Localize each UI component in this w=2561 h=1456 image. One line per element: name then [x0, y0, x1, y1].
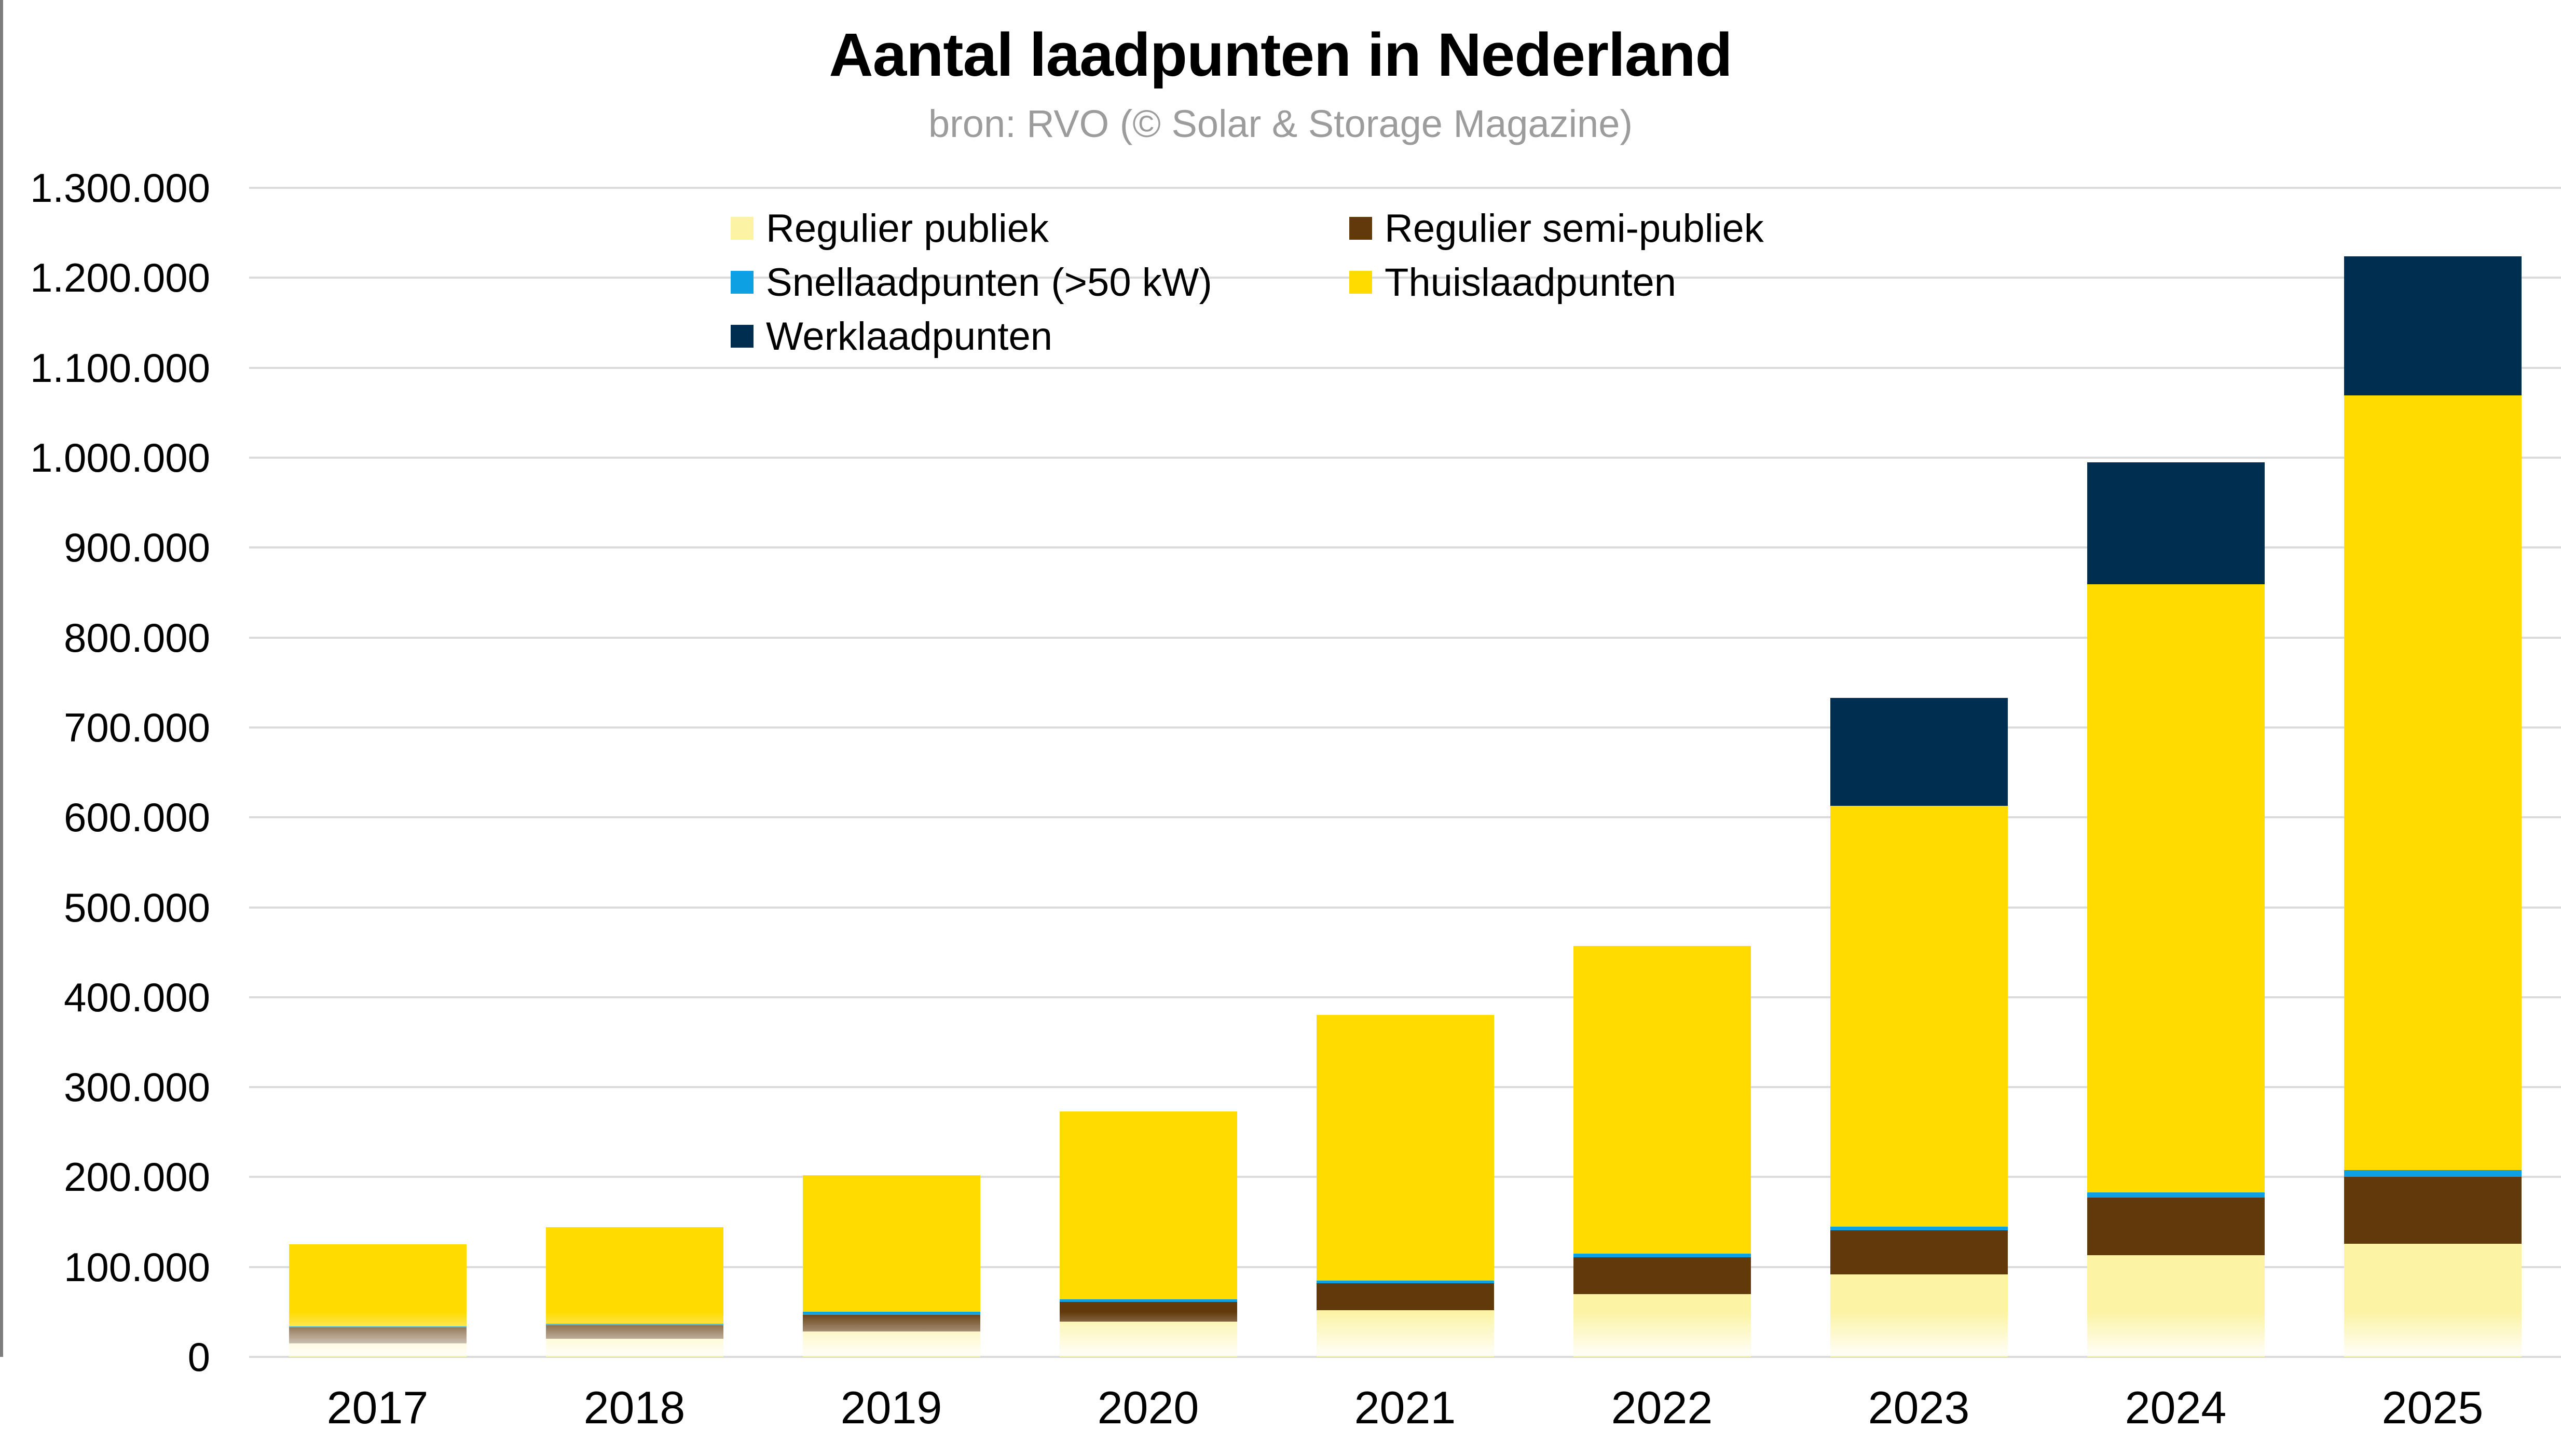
y-axis-tick-label: 1.100.000 — [30, 345, 210, 391]
bar-segment-2023 — [1830, 805, 2008, 1227]
x-axis-label-2022: 2022 — [1611, 1382, 1713, 1433]
y-axis-tick-label: 900.000 — [64, 525, 210, 571]
legend-swatch-icon — [1349, 271, 1372, 294]
gridline-400000 — [249, 996, 2561, 998]
y-axis-tick-label: 100.000 — [64, 1244, 210, 1290]
legend-label: Regulier semi-publiek — [1385, 206, 1764, 251]
y-axis-tick-label: 1.300.000 — [30, 165, 210, 211]
legend-label: Snellaadpunten (>50 kW) — [766, 260, 1212, 305]
bar-segment-2022 — [1573, 1257, 1751, 1294]
bar-segment-2025 — [2344, 1170, 2522, 1177]
bar-segment-2018 — [545, 1227, 723, 1324]
gridline-500000 — [249, 906, 2561, 909]
x-axis-label-2023: 2023 — [1868, 1382, 1970, 1433]
gridline-1100000 — [249, 366, 2561, 369]
gridline-1000000 — [249, 457, 2561, 459]
bar-segment-2020 — [1059, 1111, 1237, 1300]
gridline-1300000 — [249, 187, 2561, 189]
y-axis-tick-label: 0 — [187, 1334, 210, 1380]
x-axis-label-2018: 2018 — [583, 1382, 686, 1433]
bar-segment-2025 — [2344, 1177, 2522, 1244]
y-axis-tick-label: 500.000 — [64, 884, 210, 930]
x-axis-label-2024: 2024 — [2125, 1382, 2227, 1433]
x-axis-label-2025: 2025 — [2381, 1382, 2484, 1433]
legend-label: Regulier publiek — [766, 206, 1049, 251]
legend: Regulier publiek Regulier semi-publiek Sne… — [731, 201, 1764, 363]
bar-segment-2022 — [1573, 1253, 1751, 1257]
legend-label: Werklaadpunten — [766, 314, 1053, 359]
gridline-1200000 — [249, 277, 2561, 279]
y-axis-tick-label: 800.000 — [64, 614, 210, 661]
bar-segment-2023 — [1830, 697, 2008, 806]
legend-swatch-icon — [731, 325, 754, 348]
gridline-700000 — [249, 726, 2561, 729]
gridline-900000 — [249, 546, 2561, 549]
legend-item: Werklaadpunten — [731, 314, 1349, 359]
bar-segment-2024 — [2087, 1192, 2265, 1198]
bar-segment-2024 — [2087, 1198, 2265, 1256]
legend-swatch-icon — [731, 217, 754, 240]
bar-segment-2025 — [2344, 395, 2522, 1170]
left-axis-border — [0, 0, 3, 1357]
gridline-0 — [249, 1356, 2561, 1358]
baseline-fade — [249, 1312, 2561, 1356]
legend-item: Thuislaadpunten — [1349, 260, 1764, 305]
y-axis-tick-label: 400.000 — [64, 974, 210, 1020]
y-axis-tick-label: 1.000.000 — [30, 435, 210, 480]
legend-item: Regulier publiek — [731, 206, 1349, 251]
gridline-600000 — [249, 816, 2561, 819]
legend-item: Regulier semi-publiek — [1349, 206, 1764, 251]
legend-item: Snellaadpunten (>50 kW) — [731, 260, 1349, 305]
bar-segment-2021 — [1316, 1283, 1494, 1310]
bar-segment-2025 — [2344, 256, 2522, 396]
y-axis-tick-label: 200.000 — [64, 1154, 210, 1200]
bar-segment-2022 — [1573, 946, 1751, 1254]
bar-segment-2024 — [2087, 462, 2265, 585]
bar-segment-2020 — [1059, 1299, 1237, 1302]
bar-segment-2024 — [2087, 584, 2265, 1192]
bar-segment-2023 — [1830, 1226, 2008, 1230]
chart-subtitle: bron: RVO (© Solar & Storage Magazine) — [928, 102, 1633, 145]
bar-segment-2021 — [1316, 1015, 1494, 1281]
y-axis-tick-label: 600.000 — [64, 794, 210, 841]
gridline-800000 — [249, 636, 2561, 639]
legend-swatch-icon — [1349, 217, 1372, 240]
bar-segment-2021 — [1316, 1280, 1494, 1283]
x-axis-label-2019: 2019 — [840, 1382, 942, 1433]
x-axis-label-2020: 2020 — [1097, 1382, 1199, 1433]
y-axis-tick-label: 1.200.000 — [30, 255, 210, 301]
y-axis-tick-label: 300.000 — [64, 1064, 210, 1110]
bar-segment-2023 — [1830, 1230, 2008, 1274]
legend-swatch-icon — [731, 271, 754, 294]
bar-segment-2019 — [802, 1175, 980, 1312]
x-axis-label-2017: 2017 — [326, 1382, 429, 1433]
legend-label: Thuislaadpunten — [1385, 260, 1676, 305]
y-axis-tick-label: 700.000 — [64, 704, 210, 750]
chart-title: Aantal laadpunten in Nederland — [829, 21, 1732, 89]
x-axis-label-2021: 2021 — [1354, 1382, 1456, 1433]
